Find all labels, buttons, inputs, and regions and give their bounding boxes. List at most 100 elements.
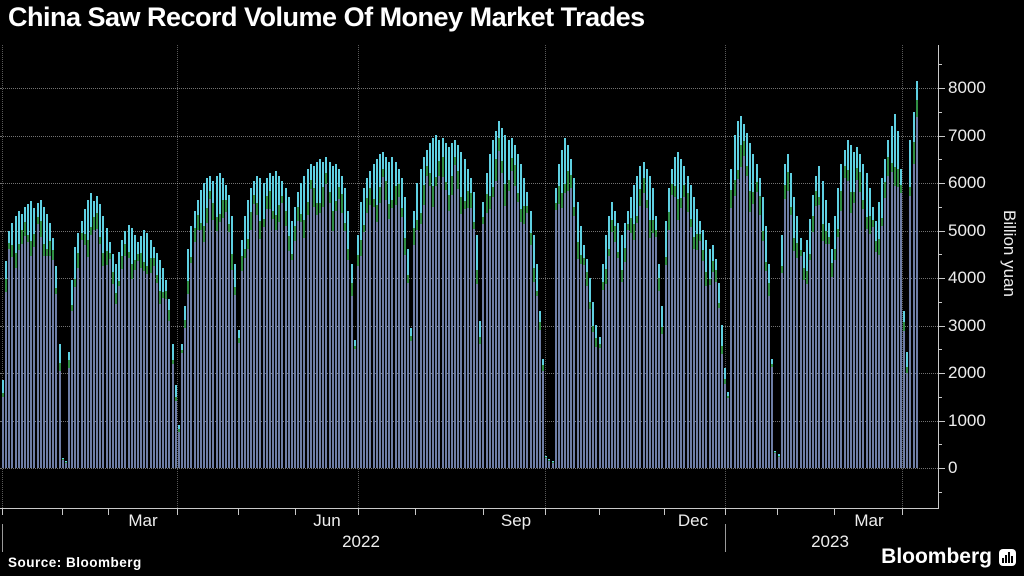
bar: [463, 159, 466, 468]
bar: [485, 173, 488, 468]
bar: [353, 340, 356, 468]
bar: [538, 311, 541, 468]
bar: [127, 225, 130, 468]
gridline-h: [0, 420, 938, 422]
bar: [42, 207, 45, 468]
bloomberg-logo-text: Bloomberg: [881, 545, 992, 568]
gridline-h: [0, 183, 938, 184]
bar: [234, 264, 237, 468]
bar: [761, 197, 764, 468]
bar: [246, 200, 249, 468]
bar: [796, 216, 799, 468]
bar: [601, 264, 604, 468]
bar: [479, 321, 482, 468]
bar: [900, 169, 903, 468]
bar: [30, 201, 33, 468]
bar: [297, 192, 300, 468]
bar: [45, 214, 48, 468]
bar: [645, 169, 648, 468]
bar: [325, 157, 328, 468]
bar: [909, 140, 912, 468]
bar: [86, 200, 89, 468]
bar: [856, 147, 859, 468]
x-tick: [902, 508, 903, 515]
bar: [689, 185, 692, 468]
bar: [11, 223, 14, 468]
bar: [548, 459, 551, 468]
bar: [579, 226, 582, 468]
bar: [592, 302, 595, 468]
y-minor-tick: [938, 491, 942, 493]
bar: [105, 228, 108, 468]
bar: [777, 454, 780, 468]
bar: [378, 154, 381, 468]
bar: [466, 169, 469, 468]
bar: [881, 178, 884, 468]
x-tick: [725, 508, 726, 515]
bar: [507, 140, 510, 468]
bar: [99, 204, 102, 468]
bar: [422, 157, 425, 468]
bar: [755, 164, 758, 468]
y-tick-label: 4000: [948, 268, 986, 287]
bar: [425, 150, 428, 468]
bar: [859, 154, 862, 468]
y-minor-tick: [938, 159, 942, 161]
x-tick: [2, 508, 3, 515]
bar: [262, 183, 265, 468]
bar: [407, 249, 410, 468]
bar: [746, 133, 749, 468]
bar: [705, 240, 708, 468]
bar: [400, 178, 403, 468]
bar: [350, 264, 353, 468]
bar: [658, 264, 661, 468]
bar: [837, 188, 840, 468]
bar: [852, 152, 855, 468]
bar: [275, 171, 278, 468]
bar: [202, 183, 205, 468]
bar: [488, 154, 491, 468]
bar: [840, 164, 843, 468]
bar: [115, 264, 118, 468]
bar: [667, 188, 670, 468]
bar: [231, 216, 234, 468]
bar: [331, 166, 334, 468]
bar: [765, 226, 768, 468]
x-tick: [238, 508, 239, 515]
bar: [884, 159, 887, 468]
y-tick-label: 0: [948, 458, 958, 477]
bar: [149, 240, 152, 468]
bar: [862, 164, 865, 468]
bar: [403, 197, 406, 468]
gridline-h: [0, 230, 938, 232]
bar: [89, 193, 92, 468]
bar: [758, 178, 761, 468]
y-minor-tick: [938, 206, 942, 208]
bar: [598, 337, 601, 468]
bar: [868, 188, 871, 468]
bar: [551, 461, 554, 468]
y-tick-label: 5000: [948, 220, 986, 240]
bar: [27, 204, 30, 468]
bar: [482, 202, 485, 468]
bar: [545, 456, 548, 468]
bar: [121, 240, 124, 468]
bar: [168, 299, 171, 468]
bar: [460, 152, 463, 468]
bar: [111, 254, 114, 468]
bar: [903, 311, 906, 468]
bar: [680, 159, 683, 468]
bar: [256, 176, 259, 468]
bar: [209, 176, 212, 468]
gridline-v: [902, 45, 903, 508]
bar: [5, 261, 8, 468]
bar: [67, 352, 70, 468]
bar: [586, 259, 589, 468]
bar: [664, 221, 667, 468]
bar: [363, 188, 366, 468]
y-tick: [938, 278, 945, 279]
gridline-v: [2, 45, 3, 508]
bar: [520, 164, 523, 468]
x-month-label: Mar: [854, 511, 884, 530]
bar: [369, 171, 372, 468]
